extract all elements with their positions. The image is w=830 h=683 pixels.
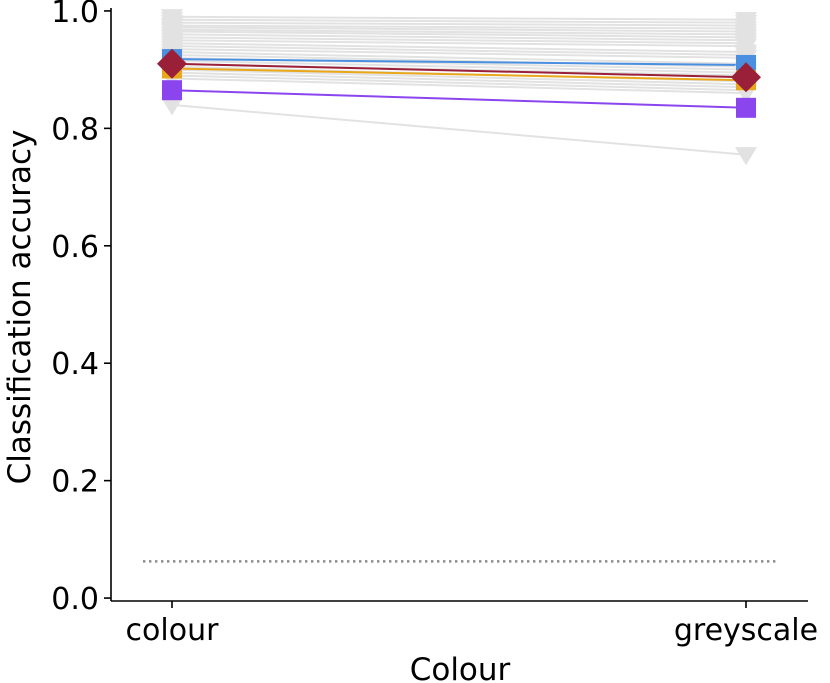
highlight-series-point (157, 48, 187, 79)
plot-markers (157, 9, 761, 166)
highlight-series-line (171, 58, 747, 66)
background-series-point (735, 147, 757, 166)
background-series-line (171, 18, 747, 24)
x-axis-title: Colour (410, 652, 511, 683)
background-series-line (171, 48, 747, 59)
background-series-line (171, 21, 747, 27)
background-series-line (171, 36, 747, 45)
background-series-line (171, 74, 747, 92)
highlight-series-point (162, 80, 182, 101)
background-series-line (171, 42, 747, 54)
y-tick-label: 0.0 (51, 582, 99, 617)
background-series-line (171, 71, 747, 89)
background-series-line (171, 68, 747, 86)
highlight-series-line (171, 89, 747, 109)
background-series-line (171, 24, 747, 30)
background-series-point (161, 97, 183, 116)
background-series-line (171, 15, 747, 21)
highlight-series-point (731, 62, 761, 93)
highlight-series-line (171, 67, 747, 82)
x-tick-label: greyscale (674, 613, 818, 648)
highlight-series-point (736, 97, 756, 118)
background-series-line (171, 30, 747, 39)
y-tick-label: 0.6 (51, 230, 99, 265)
y-tick-label: 0.8 (51, 112, 99, 147)
background-series-line (171, 103, 747, 156)
background-series-line (171, 59, 747, 74)
background-series-line (171, 77, 747, 95)
axes: 0.0 0.2 0.4 0.6 0.8 1.0 colour greyscale (51, 0, 818, 648)
background-series-line (171, 26, 747, 33)
y-axis-title: Classification accuracy (2, 130, 38, 485)
background-series-line (171, 28, 747, 36)
x-tick-label: colour (126, 613, 220, 648)
plot-lines (143, 15, 776, 563)
background-series-line (171, 33, 747, 42)
background-series-line (171, 51, 747, 65)
background-series-line (171, 39, 747, 48)
y-tick-label: 0.2 (51, 465, 99, 500)
y-tick-label: 0.4 (51, 347, 99, 382)
highlight-series-line (171, 62, 747, 79)
y-tick-label: 1.0 (51, 0, 99, 30)
background-series-line (171, 45, 747, 56)
